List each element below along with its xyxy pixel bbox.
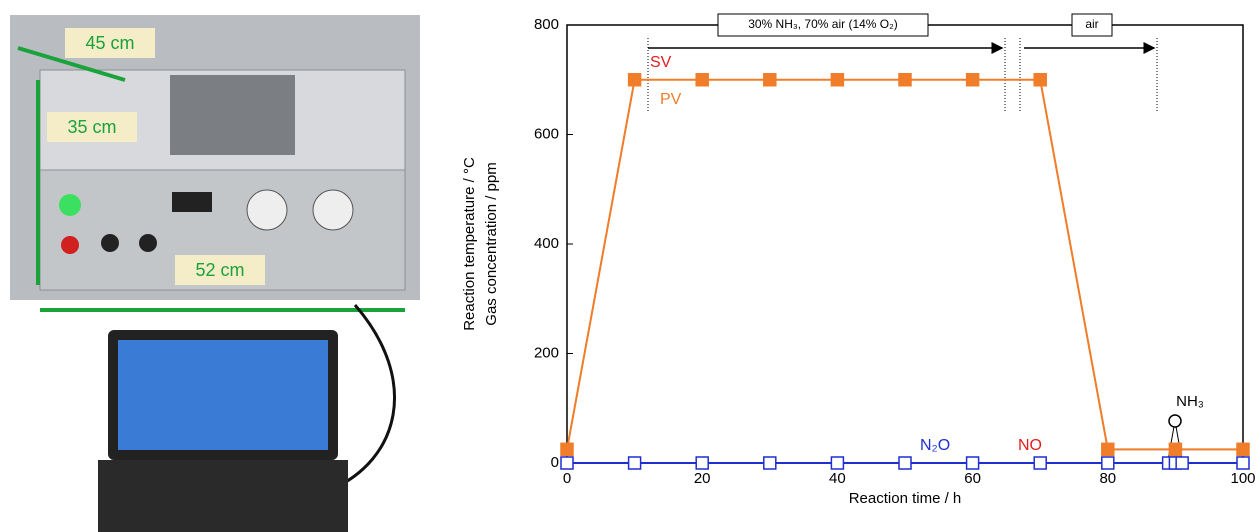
furnace xyxy=(170,75,295,155)
x-tick-label: 60 xyxy=(964,470,981,487)
y-tick-label: 400 xyxy=(534,235,559,252)
y-axis-label: Reaction temperature / °C xyxy=(461,157,478,331)
marker xyxy=(898,73,912,87)
pointer-head xyxy=(1168,414,1182,428)
marker xyxy=(898,456,912,470)
x-tick-label: 0 xyxy=(563,470,571,487)
marker xyxy=(763,456,777,470)
x-tick-label: 40 xyxy=(829,470,846,487)
label-box xyxy=(175,255,265,285)
series-label: N₂O xyxy=(920,437,950,454)
cable xyxy=(329,304,397,492)
marker xyxy=(1236,442,1250,457)
knob xyxy=(139,234,157,252)
display xyxy=(172,192,212,212)
marker xyxy=(830,73,845,87)
chart: 0 200 400 600 800 0 20 40 60 80 100 Reaction time /… xyxy=(461,13,1256,507)
y-tick-label: 200 xyxy=(534,344,559,361)
series-label: PV xyxy=(660,91,682,108)
marker xyxy=(965,456,980,470)
y-tick-label: 0 xyxy=(551,454,559,471)
marker xyxy=(1175,456,1189,470)
laptop-keyboard xyxy=(98,460,348,532)
gauge xyxy=(312,189,354,231)
marker xyxy=(1101,456,1115,470)
label-box xyxy=(65,28,155,58)
button xyxy=(61,236,79,254)
marker xyxy=(1168,442,1183,457)
y-tick-label: 800 xyxy=(534,16,559,33)
annotation-box xyxy=(1071,13,1113,37)
marker xyxy=(560,442,574,457)
marker xyxy=(965,73,980,87)
gauge xyxy=(246,189,288,231)
series-line xyxy=(566,79,1243,451)
dim-arrow xyxy=(17,46,126,82)
y-tick-label: 600 xyxy=(534,125,559,142)
series-label: SV xyxy=(650,54,672,71)
marker xyxy=(1033,456,1047,470)
series-label: NO xyxy=(1018,437,1042,454)
marker xyxy=(627,73,642,87)
x-axis-label: Reaction time / h xyxy=(849,490,962,507)
marker xyxy=(1236,456,1250,470)
x-tick-label: 80 xyxy=(1099,470,1116,487)
x-tick-label: 100 xyxy=(1230,470,1255,487)
dimension-label: 52 cm xyxy=(195,260,244,280)
marker xyxy=(763,73,777,87)
marker xyxy=(695,456,709,470)
x-tick-label: 20 xyxy=(694,470,711,487)
series-line xyxy=(566,78,1243,451)
laptop-display xyxy=(118,340,328,450)
annotation: air xyxy=(1085,17,1098,31)
marker xyxy=(627,456,642,470)
knob xyxy=(101,234,119,252)
annotation: NH₃ xyxy=(1176,393,1204,410)
annotation: 30% NH₃, 70% air (14% O₂) xyxy=(748,17,898,31)
marker xyxy=(830,456,845,470)
dimension-label: 45 cm xyxy=(85,33,134,53)
label-box xyxy=(47,112,137,142)
dimension-label: 35 cm xyxy=(67,117,116,137)
annotation-box xyxy=(717,13,929,37)
marker xyxy=(695,73,709,87)
marker xyxy=(1033,73,1047,87)
y-axis-label: Gas concentration / ppm xyxy=(483,162,500,325)
lamp xyxy=(59,194,81,216)
marker xyxy=(1101,442,1115,457)
photo: 45 cm 35 cm 52 cm xyxy=(10,15,420,532)
marker xyxy=(560,456,574,470)
